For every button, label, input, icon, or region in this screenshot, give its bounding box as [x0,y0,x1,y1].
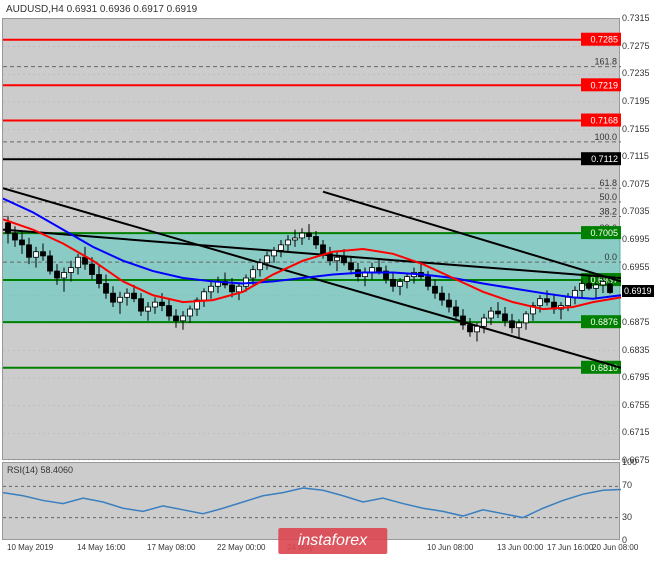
y-tick-label: 0.6715 [622,427,650,437]
rsi-y-tick-label: 30 [622,512,632,522]
y-tick-label: 0.6995 [622,234,650,244]
y-tick-label: 0.7275 [622,41,650,51]
svg-text:0.0: 0.0 [604,252,617,262]
y-tick-label: 0.7315 [622,13,650,23]
x-tick-label: 10 Jun 08:00 [427,543,473,552]
y-tick-label: 0.7075 [622,179,650,189]
svg-text:0.7168: 0.7168 [590,116,618,126]
chart-container: AUDUSD,H4 0.6931 0.6936 0.6917 0.6919 16… [0,0,665,561]
x-tick-label: 13 Jun 00:00 [497,543,543,552]
x-tick-label: 10 May 2019 [7,543,53,552]
svg-text:0.7285: 0.7285 [590,35,618,45]
y-tick-label: 0.6795 [622,372,650,382]
y-tick-label: 0.7195 [622,96,650,106]
x-tick-label: 14 May 16:00 [77,543,125,552]
rsi-y-tick-label: 70 [622,480,632,490]
rsi-y-axis: 10070300 [620,462,663,540]
y-tick-label: 0.7035 [622,206,650,216]
svg-text:0.6810: 0.6810 [590,363,618,373]
x-tick-label: 22 May 00:00 [217,543,265,552]
svg-text:0.7005: 0.7005 [590,228,618,238]
svg-text:38.2: 38.2 [599,207,617,217]
y-tick-label: 0.6755 [622,400,650,410]
svg-text:0.7112: 0.7112 [591,154,618,164]
x-tick-label: 20 Jun 08:00 [592,543,638,552]
x-tick-label: 17 Jun 16:00 [547,543,593,552]
y-tick-label: 0.6875 [622,317,650,327]
watermark-logo: instaforex [278,528,387,554]
svg-text:61.8: 61.8 [599,178,617,188]
price-chart-svg: 161.8100.061.850.038.223.60.00.72850.721… [3,19,621,461]
y-tick-label: 0.7155 [622,124,650,134]
svg-text:50.0: 50.0 [599,192,617,202]
price-y-axis: 0.73150.72750.72350.71950.71550.71150.70… [620,18,663,460]
y-tick-label: 0.6835 [622,345,650,355]
x-tick-label: 17 May 08:00 [147,543,195,552]
y-tick-label: 0.7115 [622,151,649,161]
svg-text:0.7219: 0.7219 [590,80,618,90]
main-price-chart[interactable]: 161.8100.061.850.038.223.60.00.72850.721… [2,18,620,460]
svg-text:0.6876: 0.6876 [590,317,618,327]
svg-text:161.8: 161.8 [594,57,617,67]
y-tick-label: 0.6955 [622,262,650,272]
chart-title: AUDUSD,H4 0.6931 0.6936 0.6917 0.6919 [6,4,197,15]
current-price-label: 0.6919 [622,285,654,297]
y-tick-label: 0.7235 [622,68,650,78]
svg-text:100.0: 100.0 [594,132,617,142]
rsi-y-tick-label: 100 [622,457,637,467]
